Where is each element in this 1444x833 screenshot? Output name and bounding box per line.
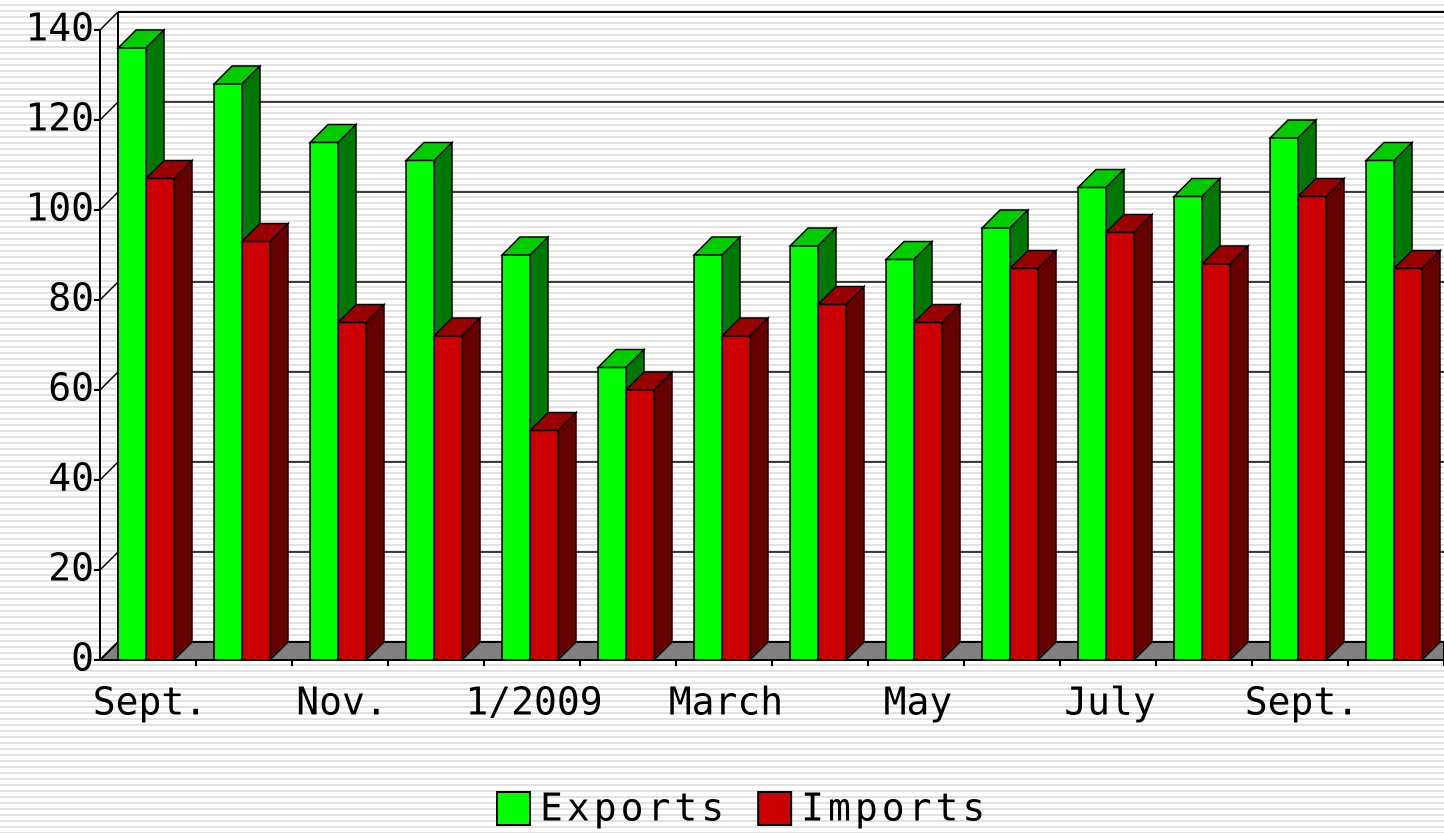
bar-side bbox=[941, 302, 961, 662]
bar bbox=[501, 254, 531, 661]
x-tick-label: 1/2009 bbox=[465, 680, 602, 724]
bar bbox=[721, 335, 751, 661]
legend-swatch bbox=[496, 791, 531, 826]
bar bbox=[1173, 195, 1203, 661]
bar-side bbox=[1421, 248, 1441, 662]
y-tick-label: 40 bbox=[48, 456, 94, 500]
bar bbox=[117, 47, 147, 661]
legend-label: Exports bbox=[540, 786, 728, 830]
bar-side bbox=[1037, 248, 1057, 662]
bar bbox=[693, 254, 723, 661]
bar-side bbox=[749, 316, 769, 662]
y-tick-label: 20 bbox=[48, 546, 94, 590]
bar-side bbox=[365, 302, 385, 662]
bar-side bbox=[173, 158, 193, 662]
bar-side bbox=[1133, 212, 1153, 662]
grid-line-side bbox=[99, 191, 119, 211]
bar bbox=[1009, 267, 1039, 661]
y-tick-label: 80 bbox=[48, 276, 94, 320]
y-tick-label: 140 bbox=[25, 6, 94, 50]
bar bbox=[241, 240, 271, 661]
bar bbox=[529, 429, 559, 661]
bar bbox=[1365, 159, 1395, 661]
bar bbox=[1077, 186, 1107, 661]
bar bbox=[1105, 231, 1135, 661]
bar bbox=[337, 321, 367, 661]
x-tick-label: March bbox=[669, 680, 783, 724]
bar-side bbox=[845, 284, 865, 662]
bar bbox=[981, 227, 1011, 661]
bar bbox=[625, 389, 655, 661]
bar-side bbox=[1325, 176, 1345, 662]
bar-side bbox=[1229, 244, 1249, 662]
bar bbox=[817, 303, 847, 661]
bar-side bbox=[653, 370, 673, 662]
legend-label: Imports bbox=[801, 786, 989, 830]
bar bbox=[213, 83, 243, 661]
bar bbox=[597, 366, 627, 661]
legend-swatch bbox=[757, 791, 793, 826]
x-tick-label: May bbox=[884, 680, 953, 724]
bar bbox=[1269, 137, 1299, 661]
grid-line-side bbox=[99, 371, 119, 391]
bar bbox=[145, 177, 175, 661]
bar bbox=[1393, 267, 1423, 661]
x-tick-label: Sept. bbox=[93, 680, 207, 724]
bar bbox=[913, 321, 943, 661]
x-tick-label: Nov. bbox=[296, 680, 388, 724]
x-tick-label: July bbox=[1064, 680, 1156, 724]
bar bbox=[1297, 195, 1327, 661]
y-tick-label: 0 bbox=[71, 636, 94, 680]
grid-line-side bbox=[99, 281, 119, 301]
grid-line-side bbox=[99, 11, 119, 31]
y-tick-label: 100 bbox=[25, 186, 94, 230]
bar-side bbox=[461, 316, 481, 662]
grid-line-side bbox=[99, 461, 119, 481]
bar bbox=[309, 141, 339, 661]
bar bbox=[433, 335, 463, 661]
bar-side bbox=[557, 410, 577, 662]
bar bbox=[1201, 263, 1231, 661]
bar bbox=[789, 245, 819, 661]
bar bbox=[885, 258, 915, 661]
bar-side bbox=[269, 221, 289, 662]
y-tick-label: 120 bbox=[25, 96, 94, 140]
bar bbox=[405, 159, 435, 661]
x-tick-label: Sept. bbox=[1245, 680, 1359, 724]
grid-line-side bbox=[99, 101, 119, 121]
grid-line-side bbox=[99, 551, 119, 571]
y-tick-label: 60 bbox=[48, 366, 94, 410]
